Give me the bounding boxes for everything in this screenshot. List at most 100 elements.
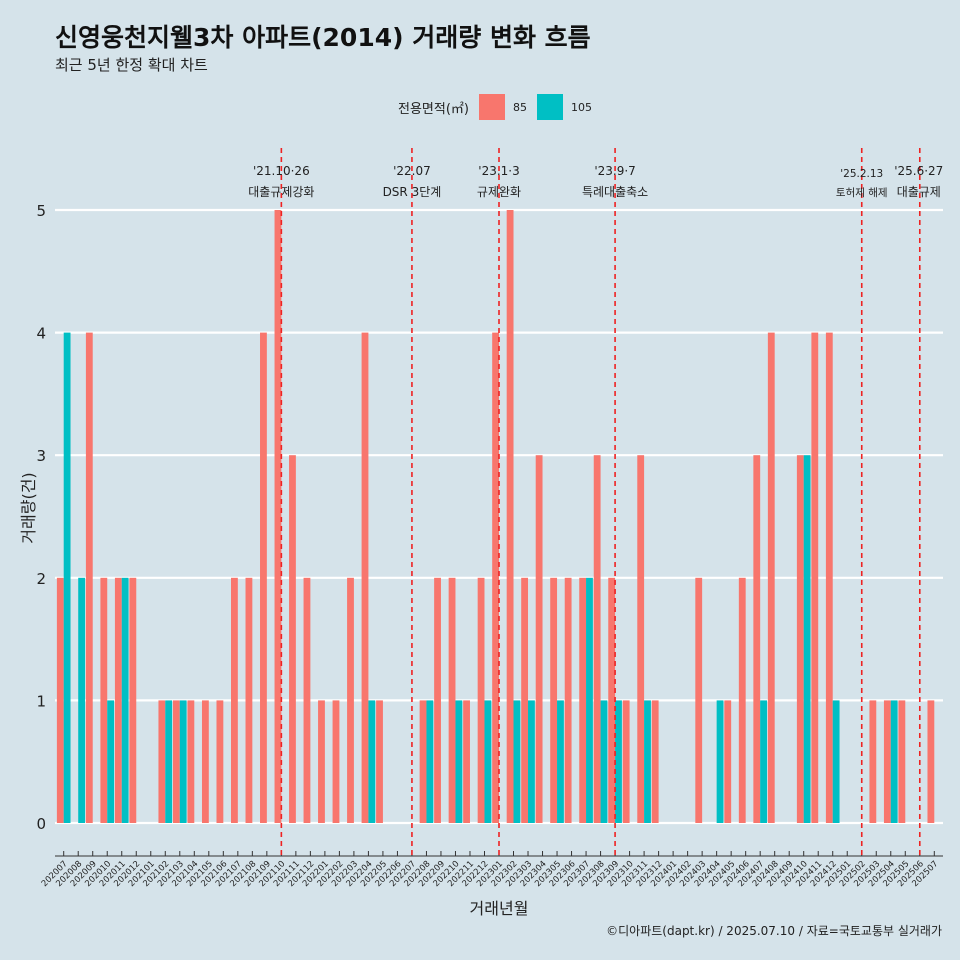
- bar-105: [63, 332, 71, 823]
- bar-85: [753, 455, 761, 823]
- bar-85: [303, 577, 311, 823]
- bar-85: [883, 700, 891, 823]
- annotation-date: '23.9·7: [594, 164, 635, 178]
- bar-85: [114, 577, 122, 823]
- bar-85: [434, 577, 441, 823]
- y-tick-label: 3: [36, 447, 46, 465]
- annotation-date: '25.2.13: [840, 168, 883, 180]
- bar-85: [695, 577, 703, 823]
- bar-85: [85, 332, 93, 823]
- bar-85: [231, 577, 238, 823]
- bar-85: [347, 577, 354, 823]
- bar-85: [448, 577, 456, 823]
- annotation-date: '23.1·3: [478, 164, 519, 178]
- bar-105: [615, 700, 622, 823]
- bar-85: [869, 700, 877, 823]
- x-axis-title: 거래년월: [470, 899, 529, 918]
- legend-swatch-105: [536, 94, 563, 120]
- bar-85: [738, 577, 746, 823]
- bar-85: [187, 700, 195, 823]
- annotation-label: 특례대출축소: [582, 185, 648, 199]
- bar-85: [796, 455, 804, 823]
- annotation-label: 대출규제강화: [248, 185, 314, 199]
- bar-85: [332, 700, 340, 823]
- bar-105: [557, 700, 564, 823]
- bar-105: [165, 700, 173, 823]
- bar-85: [129, 577, 137, 823]
- y-tick-label: 4: [36, 325, 46, 343]
- bar-85: [521, 577, 529, 823]
- bar-85: [260, 332, 267, 823]
- bar-105: [644, 700, 651, 823]
- bar-85: [492, 332, 499, 823]
- chart-subtitle: 최근 5년 한정 확대 차트: [55, 56, 208, 74]
- annotation-date: '21.10·26: [253, 164, 310, 178]
- bar-85: [216, 700, 224, 823]
- bar-85: [201, 700, 209, 823]
- bar-105: [107, 700, 115, 823]
- bar-85: [550, 577, 558, 823]
- bar-85: [927, 700, 935, 823]
- y-tick-label: 2: [36, 570, 46, 588]
- y-tick-label: 0: [36, 815, 46, 833]
- bar-85: [318, 700, 325, 823]
- bar-85: [361, 332, 369, 823]
- bar-85: [608, 577, 616, 823]
- annotation-date: '25.6·27: [894, 164, 943, 178]
- bar-85: [376, 700, 383, 823]
- bar-85: [419, 700, 427, 823]
- bar-105: [803, 455, 811, 823]
- bar-105: [528, 700, 535, 823]
- bar-105: [716, 700, 724, 823]
- bar-85: [463, 700, 470, 823]
- annotation-label: 규제완화: [477, 185, 521, 199]
- bar-105: [121, 577, 129, 823]
- bar-85: [477, 577, 485, 823]
- bar-105: [890, 700, 898, 823]
- bar-85: [811, 332, 819, 823]
- bar-85: [158, 700, 166, 823]
- annotation-label: 토허제 해제: [836, 186, 888, 199]
- bar-85: [245, 577, 253, 823]
- bar-85: [593, 455, 601, 823]
- bar-105: [832, 700, 840, 823]
- source-caption: ©디아파트(dapt.kr) / 2025.07.10 / 자료=국토교통부 실…: [606, 924, 942, 938]
- bar-85: [825, 332, 833, 823]
- bar-85: [579, 577, 587, 823]
- bar-105: [760, 700, 767, 823]
- bar-85: [274, 210, 282, 823]
- bar-85: [100, 577, 108, 823]
- legend-swatch-85: [478, 94, 505, 120]
- bar-85: [622, 700, 630, 823]
- legend-title: 전용면적(㎡): [398, 101, 469, 117]
- bar-105: [586, 577, 593, 823]
- bar-105: [78, 577, 86, 823]
- bar-85: [898, 700, 906, 823]
- bar-105: [513, 700, 521, 823]
- bar-105: [600, 700, 608, 823]
- bar-85: [56, 577, 64, 823]
- bar-85: [172, 700, 180, 823]
- legend: 전용면적(㎡) 85 105: [398, 94, 592, 120]
- y-axis-title: 거래량(건): [19, 472, 38, 543]
- chart-title: 신영웅천지웰3차 아파트(2014) 거래량 변화 흐름: [55, 23, 591, 52]
- bar-85: [651, 700, 659, 823]
- bar-105: [455, 700, 463, 823]
- annotation-label: DSR 3단계: [383, 185, 442, 199]
- bar-85: [535, 455, 543, 823]
- bar-105: [426, 700, 434, 823]
- y-tick-label: 5: [36, 202, 46, 220]
- bar-85: [637, 455, 645, 823]
- bar-85: [564, 577, 572, 823]
- bar-85: [506, 210, 514, 823]
- y-tick-label: 1: [36, 692, 46, 710]
- legend-label-105: 105: [570, 100, 592, 114]
- annotation-label: 대출규제: [897, 185, 941, 199]
- bar-85: [767, 332, 775, 823]
- legend-label-85: 85: [512, 100, 527, 114]
- bar-105: [179, 700, 187, 823]
- bar-85: [289, 455, 296, 823]
- bar-85: [724, 700, 732, 823]
- bar-105: [368, 700, 376, 823]
